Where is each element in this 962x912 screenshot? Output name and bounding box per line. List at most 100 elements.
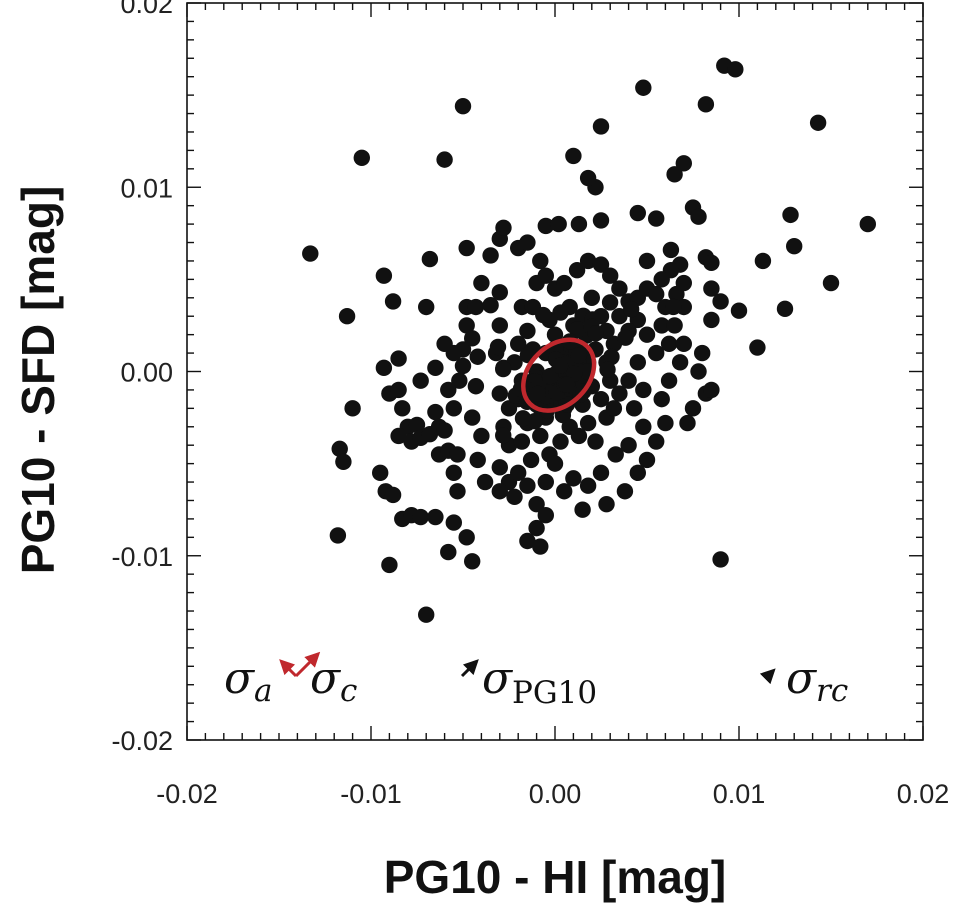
- data-point: [616, 483, 634, 500]
- data-point: [569, 321, 586, 338]
- data-point: [528, 495, 545, 513]
- data-point: [653, 317, 670, 334]
- data-point: [473, 427, 490, 445]
- data-point: [427, 403, 444, 421]
- data-point: [469, 451, 486, 469]
- data-point: [602, 267, 619, 284]
- data-point: [535, 306, 552, 324]
- sigma-pg10-label: σPG10: [482, 653, 597, 711]
- data-point: [537, 507, 554, 524]
- data-point: [532, 252, 549, 270]
- data-point: [390, 381, 407, 399]
- data-point: [671, 354, 689, 371]
- data-point: [491, 317, 508, 334]
- data-point: [458, 317, 475, 334]
- data-point: [440, 543, 457, 561]
- data-point: [556, 483, 573, 500]
- data-point: [458, 529, 475, 546]
- data-point: [550, 215, 567, 233]
- data-point: [408, 416, 426, 434]
- data-point: [703, 311, 720, 329]
- data-point: [599, 361, 616, 378]
- data-point: [473, 274, 490, 292]
- data-point: [427, 359, 444, 377]
- data-point: [635, 79, 652, 96]
- data-point: [605, 400, 623, 417]
- data-point: [703, 280, 720, 297]
- plot-frame: [186, 2, 924, 741]
- y-tick-label: 0.02: [120, 0, 173, 19]
- data-point: [570, 427, 588, 445]
- data-point: [519, 477, 536, 494]
- data-point: [418, 606, 435, 623]
- data-point: [464, 330, 481, 347]
- y-axis-title: PG10 - SFD [mag]: [12, 186, 64, 575]
- x-tick-label: 0.00: [529, 779, 582, 809]
- data-point: [335, 453, 352, 470]
- data-point: [629, 204, 646, 222]
- data-point: [454, 97, 472, 115]
- data-point: [592, 464, 610, 482]
- data-point: [570, 347, 588, 364]
- data-point: [381, 556, 398, 574]
- data-point: [375, 359, 393, 377]
- data-point: [665, 298, 682, 316]
- data-point: [495, 360, 512, 378]
- data-point: [427, 508, 444, 526]
- data-point: [629, 354, 646, 371]
- data-point: [469, 348, 486, 365]
- data-point: [546, 455, 564, 472]
- data-point: [451, 372, 468, 389]
- data-point: [436, 422, 453, 439]
- data-point: [551, 357, 569, 375]
- error-ellipse: [521, 337, 597, 413]
- x-tick-labels: -0.02 -0.01 0.00 0.01 0.02: [156, 779, 949, 809]
- data-point: [703, 254, 720, 271]
- data-point: [648, 344, 665, 362]
- sigma-c-vector: [294, 651, 321, 678]
- data-point: [786, 238, 803, 255]
- data-point: [491, 459, 508, 476]
- data-point: [666, 166, 683, 183]
- data-point: [697, 96, 715, 113]
- data-point: [528, 519, 545, 537]
- data-point: [776, 300, 794, 318]
- data-point: [476, 473, 494, 491]
- data-point: [464, 409, 481, 426]
- data-point: [703, 381, 720, 399]
- data-point: [440, 381, 457, 399]
- y-tick-label: -0.02: [111, 726, 173, 756]
- data-point: [445, 514, 462, 531]
- data-point: [565, 470, 582, 487]
- data-point: [565, 147, 582, 165]
- data-point: [625, 400, 643, 417]
- data-point: [809, 114, 827, 131]
- sigma-rc-label: σrc: [786, 653, 848, 709]
- data-point: [390, 427, 407, 445]
- data-point: [570, 215, 588, 233]
- data-point: [749, 339, 766, 356]
- data-point: [541, 367, 559, 385]
- data-point: [491, 385, 508, 402]
- data-point: [574, 501, 591, 518]
- data-point: [513, 433, 531, 450]
- data-point: [653, 390, 670, 408]
- data-point: [519, 322, 536, 340]
- data-point: [394, 400, 411, 417]
- data-point: [529, 385, 546, 403]
- data-point: [418, 298, 435, 316]
- data-point: [727, 61, 744, 78]
- data-point: [436, 335, 453, 353]
- data-point: [495, 427, 512, 444]
- data-point: [694, 344, 711, 362]
- data-point: [629, 464, 646, 482]
- data-point: [660, 335, 678, 353]
- sigma-rc-vector: [759, 668, 776, 685]
- data-point: [412, 372, 429, 389]
- data-point: [638, 326, 656, 343]
- data-point: [690, 208, 707, 225]
- data-point: [537, 217, 554, 235]
- x-tick-label: 0.01: [713, 779, 766, 809]
- y-tick-label: -0.01: [111, 542, 173, 572]
- data-point: [754, 252, 772, 270]
